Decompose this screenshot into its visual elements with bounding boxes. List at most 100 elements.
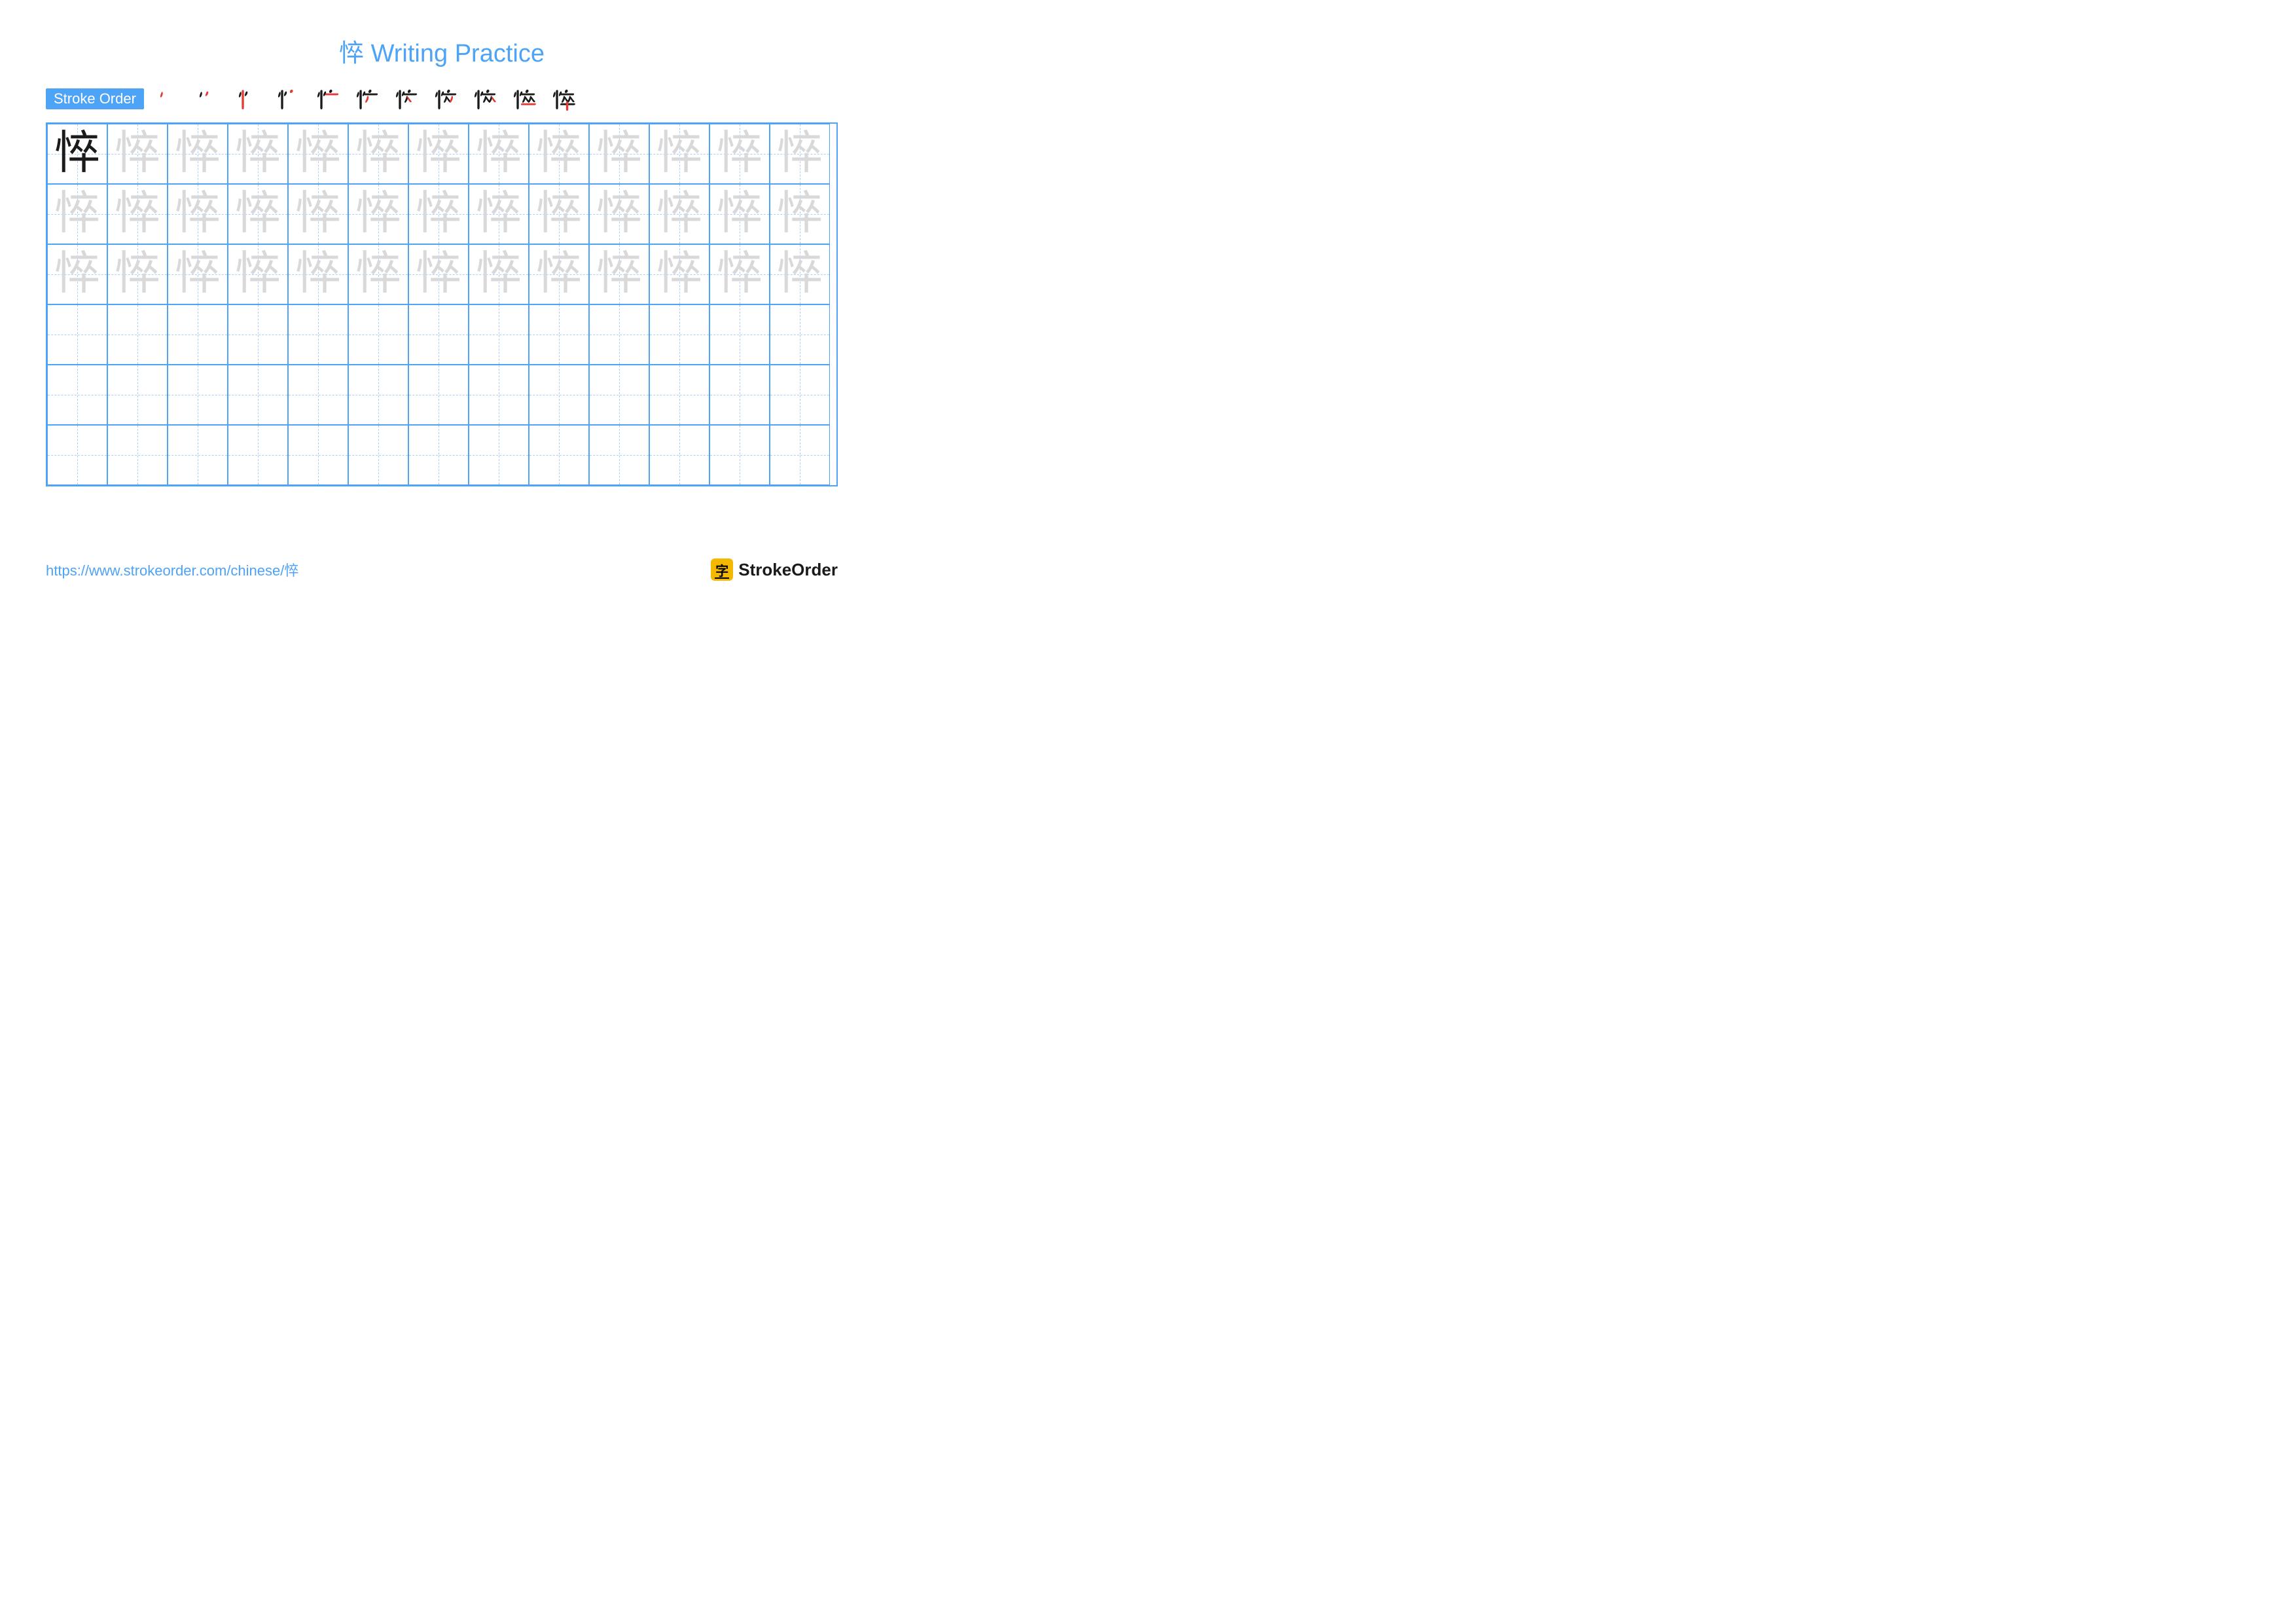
stroke-step-9 (470, 85, 497, 113)
grid-cell (469, 425, 529, 485)
grid-cell: 悴 (589, 124, 649, 184)
trace-character: 悴 (596, 251, 642, 297)
trace-character: 悴 (295, 131, 341, 177)
grid-cell (47, 365, 107, 425)
stroke-step-8 (431, 85, 458, 113)
grid-cell (709, 425, 770, 485)
trace-character: 悴 (175, 131, 221, 177)
grid-cell (228, 425, 288, 485)
grid-cell (107, 425, 168, 485)
grid-cell (408, 304, 469, 365)
logo: 字 StrokeOrder (711, 558, 838, 581)
trace-character: 悴 (175, 191, 221, 237)
stroke-step-10 (509, 85, 537, 113)
footer: https://www.strokeorder.com/chinese/悴 字 … (46, 558, 838, 581)
logo-icon: 字 (711, 558, 733, 581)
grid-cell: 悴 (348, 244, 408, 304)
grid-cell: 悴 (228, 244, 288, 304)
grid-cell (589, 365, 649, 425)
trace-character: 悴 (476, 191, 522, 237)
grid-cell: 悴 (770, 124, 830, 184)
trace-character: 悴 (416, 191, 461, 237)
stroke-step-5 (313, 85, 340, 113)
grid-cell (408, 365, 469, 425)
grid-cell (589, 425, 649, 485)
trace-character: 悴 (115, 131, 160, 177)
grid-cell: 悴 (107, 184, 168, 244)
grid-cell: 悴 (529, 124, 589, 184)
grid-cell: 悴 (649, 184, 709, 244)
stroke-step-6 (352, 85, 380, 113)
grid-cell (228, 365, 288, 425)
grid-cell: 悴 (47, 124, 107, 184)
grid-cell (288, 304, 348, 365)
trace-character: 悴 (476, 251, 522, 297)
grid-cell: 悴 (288, 184, 348, 244)
trace-character: 悴 (656, 191, 702, 237)
trace-character: 悴 (536, 251, 582, 297)
grid-cell: 悴 (107, 244, 168, 304)
grid-cell: 悴 (228, 124, 288, 184)
grid-cell: 悴 (529, 184, 589, 244)
trace-character: 悴 (355, 131, 401, 177)
stroke-step-7 (391, 85, 419, 113)
stroke-steps (156, 85, 576, 113)
grid-cell (348, 365, 408, 425)
grid-cell (529, 425, 589, 485)
grid-cell (649, 304, 709, 365)
grid-cell (709, 304, 770, 365)
grid-cell: 悴 (288, 124, 348, 184)
grid-cell: 悴 (408, 244, 469, 304)
grid-cell: 悴 (709, 184, 770, 244)
grid-cell (168, 365, 228, 425)
stroke-step-11 (548, 85, 576, 113)
grid-cell: 悴 (168, 124, 228, 184)
grid-cell (770, 304, 830, 365)
trace-character: 悴 (777, 251, 823, 297)
trace-character: 悴 (235, 131, 281, 177)
stroke-order-section: Stroke Order (46, 85, 838, 113)
trace-character: 悴 (295, 191, 341, 237)
grid-cell: 悴 (408, 184, 469, 244)
grid-cell (107, 304, 168, 365)
grid-cell (288, 425, 348, 485)
grid-cell: 悴 (408, 124, 469, 184)
grid-cell (408, 425, 469, 485)
grid-cell: 悴 (770, 184, 830, 244)
grid-cell: 悴 (770, 244, 830, 304)
trace-character: 悴 (717, 131, 762, 177)
trace-character: 悴 (656, 131, 702, 177)
grid-cell: 悴 (709, 124, 770, 184)
grid-cell (348, 304, 408, 365)
grid-cell (529, 304, 589, 365)
grid-cell: 悴 (709, 244, 770, 304)
grid-cell (770, 425, 830, 485)
grid-cell: 悴 (348, 184, 408, 244)
grid-cell: 悴 (107, 124, 168, 184)
grid-cell (469, 304, 529, 365)
trace-character: 悴 (235, 191, 281, 237)
source-url[interactable]: https://www.strokeorder.com/chinese/悴 (46, 559, 298, 580)
grid-cell: 悴 (529, 244, 589, 304)
grid-cell: 悴 (469, 244, 529, 304)
page-title: 悴 Writing Practice (46, 33, 838, 69)
grid-cell: 悴 (288, 244, 348, 304)
grid-cell: 悴 (649, 124, 709, 184)
grid-cell (47, 304, 107, 365)
trace-character: 悴 (596, 131, 642, 177)
trace-character: 悴 (596, 191, 642, 237)
grid-cell (47, 425, 107, 485)
grid-cell: 悴 (469, 184, 529, 244)
grid-cell (709, 365, 770, 425)
stroke-step-3 (234, 85, 262, 113)
grid-cell: 悴 (589, 244, 649, 304)
grid-cell (529, 365, 589, 425)
trace-character: 悴 (355, 191, 401, 237)
trace-character: 悴 (295, 251, 341, 297)
stroke-step-4 (274, 85, 301, 113)
trace-character: 悴 (777, 191, 823, 237)
trace-character: 悴 (416, 251, 461, 297)
stroke-step-2 (195, 85, 223, 113)
trace-character: 悴 (54, 191, 100, 237)
trace-character: 悴 (115, 191, 160, 237)
